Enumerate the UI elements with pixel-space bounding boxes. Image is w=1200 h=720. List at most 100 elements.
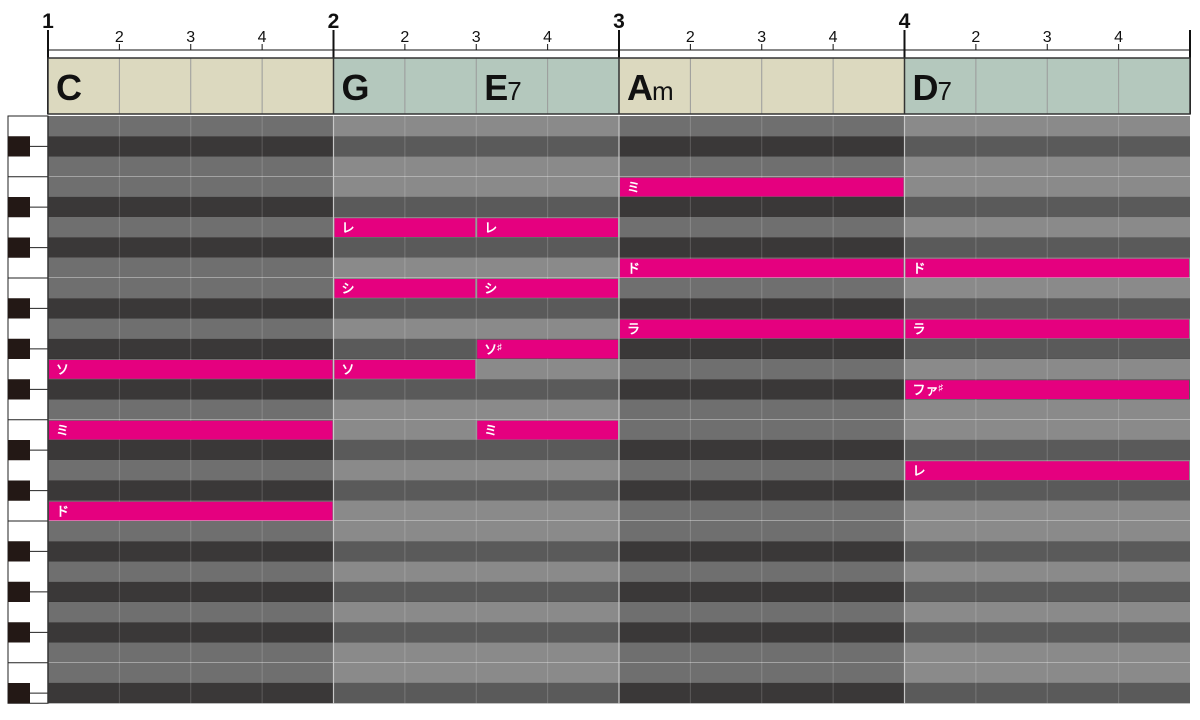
grid-row-cell [904, 561, 1190, 582]
chord-track: C G E7 Am D7 [47, 57, 1191, 115]
grid-row-cell [48, 602, 334, 623]
grid-row-cell [619, 338, 905, 359]
grid-row-cell [619, 298, 905, 319]
black-key [8, 440, 30, 461]
grid-row-cell [48, 116, 334, 137]
grid-row-cell [619, 460, 905, 481]
grid-row-cell [619, 278, 905, 299]
grid-row-cell [333, 298, 619, 319]
note-label: シ [484, 281, 497, 296]
grid-row-cell [333, 642, 619, 663]
grid-row-cell [333, 581, 619, 602]
note-block: ソ♯ [477, 339, 618, 359]
grid-row-cell [333, 460, 619, 481]
beat-number: 3 [186, 29, 195, 46]
grid-row-cell [333, 379, 619, 400]
grid-row-cell [619, 622, 905, 643]
note-label: シ [342, 281, 355, 296]
black-key [8, 581, 30, 602]
grid-row-cell [48, 176, 334, 197]
grid-row-cell [48, 237, 334, 258]
grid-row-cell [904, 176, 1190, 197]
grid-row-cell [48, 379, 334, 400]
black-key [8, 197, 30, 218]
note-bar [334, 218, 476, 237]
note-bar [620, 177, 904, 197]
grid-row-cell [619, 399, 905, 420]
grid-row-cell [619, 379, 905, 400]
note-block: ラ [620, 319, 904, 339]
grid-row-cell [904, 500, 1190, 521]
grid-row-cell [904, 217, 1190, 238]
chord-symbol: C [56, 67, 82, 108]
beat-number: 2 [115, 29, 124, 46]
chord-symbol: G [342, 67, 369, 108]
note-label: ラ [627, 322, 640, 337]
note-bar [334, 279, 476, 298]
note-bar [334, 360, 476, 379]
note-label: ド [56, 504, 69, 519]
grid-row-cell [333, 257, 619, 278]
grid-row-cell [48, 440, 334, 461]
note-bar [477, 218, 618, 237]
black-key [8, 480, 30, 501]
grid-row-cell [333, 176, 619, 197]
beat-number: 2 [686, 29, 695, 46]
note-block: ド [49, 501, 333, 521]
note-bar [49, 420, 333, 440]
grid-row-cell [333, 480, 619, 501]
note-block: ファ♯ [905, 380, 1189, 399]
note-bar [477, 279, 618, 298]
grid-row-cell [333, 561, 619, 582]
piano-keyboard [7, 115, 49, 704]
note-label: ファ♯ [913, 382, 944, 397]
grid-row-cell [48, 683, 334, 704]
grid-row-cell [904, 602, 1190, 623]
grid-row-cell [333, 500, 619, 521]
beat-number: 4 [829, 29, 838, 46]
note-block: ソ [49, 360, 333, 379]
grid-row-cell [904, 298, 1190, 319]
grid-row-cell [48, 318, 334, 339]
note-label: ミ [627, 180, 640, 195]
note-bar [620, 258, 904, 278]
note-bar [477, 420, 618, 440]
black-key [8, 338, 30, 359]
beat-number: 4 [543, 29, 552, 46]
grid-row-cell [48, 480, 334, 501]
note-block: ミ [477, 420, 618, 440]
grid-row-cell [619, 116, 905, 137]
note-block: レ [334, 218, 476, 237]
note-layer: ミレ レド ドシ シラ ラソ♯ソ ソファ♯ミ ミレド [49, 177, 1189, 521]
grid-row-cell [904, 521, 1190, 542]
grid-row-cell [333, 136, 619, 157]
beat-number: 2 [971, 29, 980, 46]
black-key [8, 683, 30, 704]
measure-number: 4 [899, 10, 911, 33]
grid-row-cell [619, 217, 905, 238]
black-key [8, 622, 30, 643]
grid-row-cell [904, 237, 1190, 258]
note-label: レ [342, 220, 355, 235]
grid-row-cell [619, 521, 905, 542]
grid-row-cell [48, 217, 334, 238]
grid-row-cell [619, 197, 905, 218]
grid-row-cell [48, 298, 334, 319]
grid-row-cell [333, 662, 619, 683]
grid-row-cell [904, 116, 1190, 137]
grid-row-cell [48, 338, 334, 359]
grid-row-cell [48, 662, 334, 683]
grid-row-cell [619, 561, 905, 582]
grid-row-cell [333, 440, 619, 461]
grid-row-cell [619, 419, 905, 440]
measure-number: 3 [613, 10, 625, 33]
grid-row-cell [48, 521, 334, 542]
grid-row-cell [619, 602, 905, 623]
grid-row-cell [333, 237, 619, 258]
grid-row-cell [619, 541, 905, 562]
grid-row-cell [904, 359, 1190, 380]
grid-row-cell [904, 419, 1190, 440]
grid-row-cell [619, 642, 905, 663]
note-bar [477, 339, 618, 359]
grid-row-cell [904, 581, 1190, 602]
